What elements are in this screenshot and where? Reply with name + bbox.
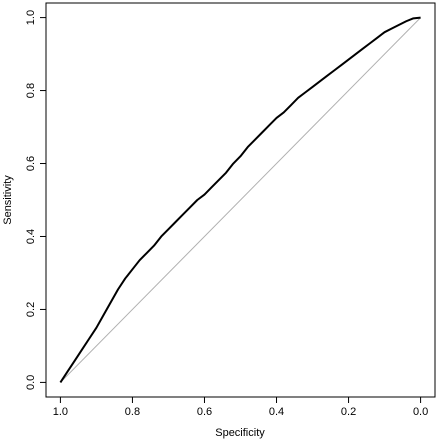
- y-tick-label: 0.2: [25, 302, 37, 317]
- y-tick-label: 0.0: [25, 375, 37, 390]
- x-tick-label: 1.0: [53, 406, 68, 418]
- x-tick-label: 0.6: [197, 406, 212, 418]
- x-tick-label: 0.8: [125, 406, 140, 418]
- reference-diagonal-line: [60, 17, 421, 383]
- y-axis: 0.0 0.2 0.4 0.6 0.8 1.0: [25, 10, 46, 390]
- y-axis-title: Sensitivity: [2, 175, 14, 225]
- y-tick-label: 1.0: [25, 10, 37, 25]
- y-tick-label: 0.4: [25, 229, 37, 244]
- x-axis: 1.0 0.8 0.6 0.4 0.2 0.0: [53, 397, 428, 418]
- x-tick-label: 0.0: [413, 406, 428, 418]
- x-axis-title: Specificity: [215, 427, 265, 439]
- y-tick-label: 0.6: [25, 156, 37, 171]
- x-tick-label: 0.2: [341, 406, 356, 418]
- plot-frame: [45, 2, 436, 398]
- y-tick-label: 0.8: [25, 83, 37, 98]
- roc-curve-line: [59, 16, 421, 383]
- x-tick-label: 0.4: [269, 406, 284, 418]
